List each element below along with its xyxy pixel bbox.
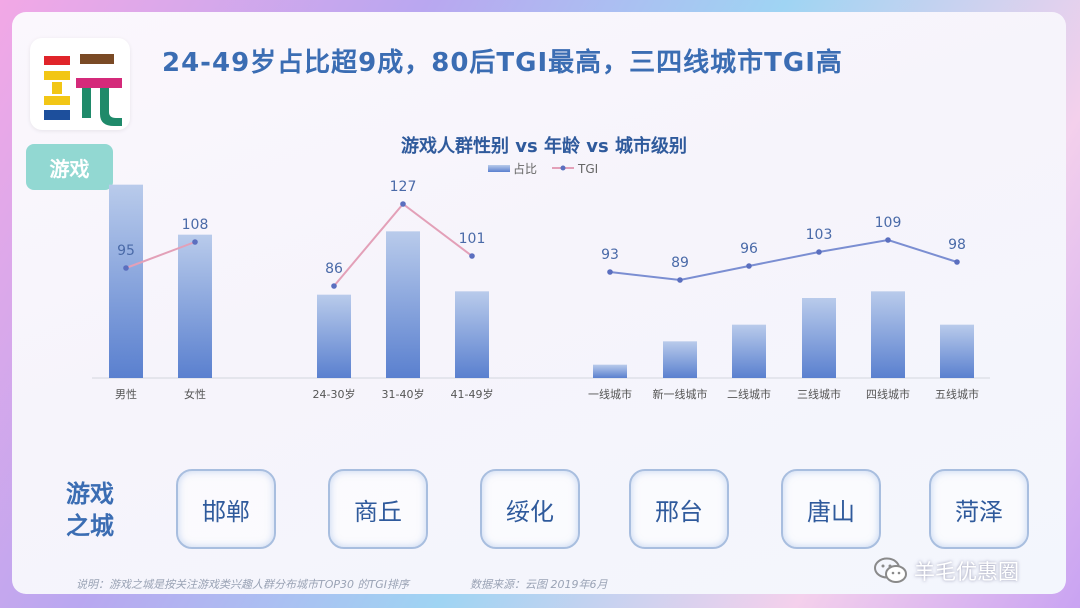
footnote-source: 数据来源：云图 2019年6月 <box>470 578 608 591</box>
wechat-icon <box>874 557 907 583</box>
watermark-text: 羊毛优惠圈 <box>914 560 1019 584</box>
x-tick-label: 五线城市 <box>935 387 979 401</box>
footnote-explanation: 说明：游戏之城是按关注游戏类兴趣人群分布城市TOP30 的TGI排序 <box>76 578 409 591</box>
tgi-data-label: 86 <box>325 261 343 277</box>
legend-bar-label: 占比 <box>513 161 537 176</box>
category-tag: 游戏 <box>26 144 113 190</box>
bar-city_tier <box>871 291 905 378</box>
tgi-series: 95 108 86 127 101 93 89 96 103 109 98 <box>117 179 966 289</box>
x-tick-label: 一线城市 <box>588 387 632 401</box>
bar-city_tier <box>940 324 974 378</box>
tgi-data-label: 109 <box>875 215 902 231</box>
demographic-chart: 游戏人群性别 vs 年龄 vs 城市级别 占比 TGI 95 108 86 127 10… <box>92 135 990 401</box>
city-card: 商丘 <box>328 469 428 549</box>
city-card: 邯郸 <box>176 469 276 549</box>
chart-legend: 占比 TGI <box>488 161 598 176</box>
tgi-data-label: 96 <box>740 241 758 257</box>
tgi-data-label: 89 <box>671 255 689 271</box>
tgi-point <box>123 265 129 271</box>
tgi-point <box>469 253 475 259</box>
tgi-point <box>331 283 337 289</box>
tgi-data-label: 127 <box>390 179 417 195</box>
tgi-point <box>746 263 752 269</box>
tgi-data-label: 95 <box>117 243 135 259</box>
tgi-data-label: 103 <box>806 227 833 243</box>
logo-play-glyph <box>44 54 122 126</box>
x-tick-label: 新一线城市 <box>653 387 708 401</box>
tgi-point <box>954 259 960 265</box>
legend-bar-swatch <box>488 165 510 172</box>
bar-age <box>317 294 351 378</box>
legend-line-label: TGI <box>577 162 598 176</box>
bar-city_tier <box>663 341 697 378</box>
bar-series <box>109 184 974 378</box>
tgi-data-label: 108 <box>182 217 209 233</box>
bar-age <box>386 231 420 378</box>
x-tick-label: 男性 <box>115 387 137 401</box>
x-tick-label: 二线城市 <box>727 387 771 401</box>
city-card: 菏泽 <box>929 469 1029 549</box>
x-tick-label: 24-30岁 <box>313 387 356 401</box>
tgi-point <box>816 249 822 255</box>
tgi-point <box>677 277 683 283</box>
tgi-point <box>885 237 891 243</box>
watermark: 羊毛优惠圈 <box>874 556 1019 586</box>
x-tick-label: 四线城市 <box>866 387 910 401</box>
city-card: 绥化 <box>480 469 580 549</box>
x-tick-label: 三线城市 <box>797 387 841 401</box>
tgi-data-label: 93 <box>601 247 619 263</box>
page-title: 24-49岁占比超9成，80后TGI最高，三四线城市TGI高 <box>162 48 843 78</box>
tgi-line-city_tier <box>609 238 958 282</box>
legend-line-marker <box>560 165 566 171</box>
city-card: 唐山 <box>781 469 881 549</box>
bar-city_tier <box>732 324 766 378</box>
main-card: 24-49岁占比超9成，80后TGI最高，三四线城市TGI高 游戏 游戏人群性别… <box>12 12 1066 594</box>
bar-city_tier <box>593 364 627 378</box>
tgi-point <box>192 239 198 245</box>
bar-age <box>455 291 489 378</box>
tgi-data-label: 101 <box>459 231 486 247</box>
city-card: 邢台 <box>629 469 729 549</box>
x-tick-label: 41-49岁 <box>451 387 494 401</box>
chart-title: 游戏人群性别 vs 年龄 vs 城市级别 <box>401 135 687 157</box>
app-logo <box>30 38 130 130</box>
tgi-point <box>400 201 406 207</box>
city-heading-line2: 之城 <box>66 512 114 540</box>
category-labels: 男性 女性 24-30岁 31-40岁 41-49岁 一线城市 新一线城市 二线城市 三线城市 四… <box>115 387 979 401</box>
bar-city_tier <box>802 298 836 378</box>
tgi-line-gender <box>125 241 196 269</box>
x-tick-label: 女性 <box>184 387 206 401</box>
city-section-heading: 游戏 之城 <box>66 478 136 542</box>
city-heading-line1: 游戏 <box>66 480 114 508</box>
tgi-point <box>607 269 613 275</box>
tgi-data-label: 98 <box>948 237 966 253</box>
bar-gender <box>109 184 143 378</box>
bar-gender <box>178 234 212 378</box>
x-tick-label: 31-40岁 <box>382 387 425 401</box>
